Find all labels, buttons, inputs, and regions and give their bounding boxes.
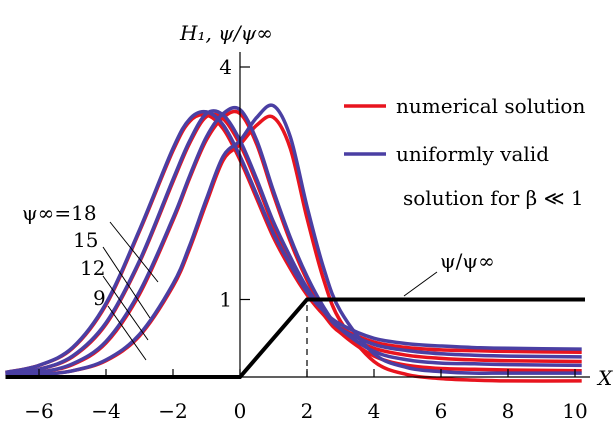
x-tick-label: 2 [301,399,314,423]
legend-uniform-label-line2: solution for β ≪ 1 [403,186,584,210]
x-tick-label: −6 [24,399,53,423]
x-axis-title: X [596,366,613,390]
curve-label-9: 9 [93,286,106,310]
psi-label-leader [403,271,438,297]
x-tick-label: 6 [435,399,448,423]
psi-profile-label: ψ/ψ∞ [440,249,495,273]
ticks-layer: −6 −4 −2 0 2 4 6 8 10 1 4 [24,55,587,423]
curve-labels: ψ∞=18 15 12 9 [22,201,159,361]
curve-leader-9 [107,305,147,361]
x-tick-label: −4 [91,399,120,423]
legend-numerical-label: numerical solution [396,94,585,118]
curves-layer [5,103,582,383]
curve-leader-12 [102,275,149,341]
x-tick-label: −2 [158,399,187,423]
x-tick-label: 4 [368,399,381,423]
y-tick-label: 4 [219,55,232,79]
curve-label-12: 12 [80,256,105,280]
curve-label-18: ψ∞=18 [22,201,97,225]
curve-uniform-psi18 [5,109,582,375]
legend-uniform-label: uniformly valid [396,142,549,166]
curve-leader-15 [102,246,151,319]
axes-layer [14,52,590,378]
curve-uniform-psi12 [5,105,582,378]
y-tick-label: 1 [219,288,232,312]
legend: numerical solution uniformly valid solut… [344,94,585,210]
x-tick-label: 10 [562,399,587,423]
y-axis-title: H₁, ψ/ψ∞ [179,21,273,45]
curve-uniform-psi9 [5,103,582,378]
curve-leader-18 [109,221,159,283]
x-tick-label: 0 [234,399,247,423]
curve-uniform-psi15 [5,109,582,376]
x-tick-label: 8 [502,399,515,423]
curve-label-15: 15 [73,228,98,252]
